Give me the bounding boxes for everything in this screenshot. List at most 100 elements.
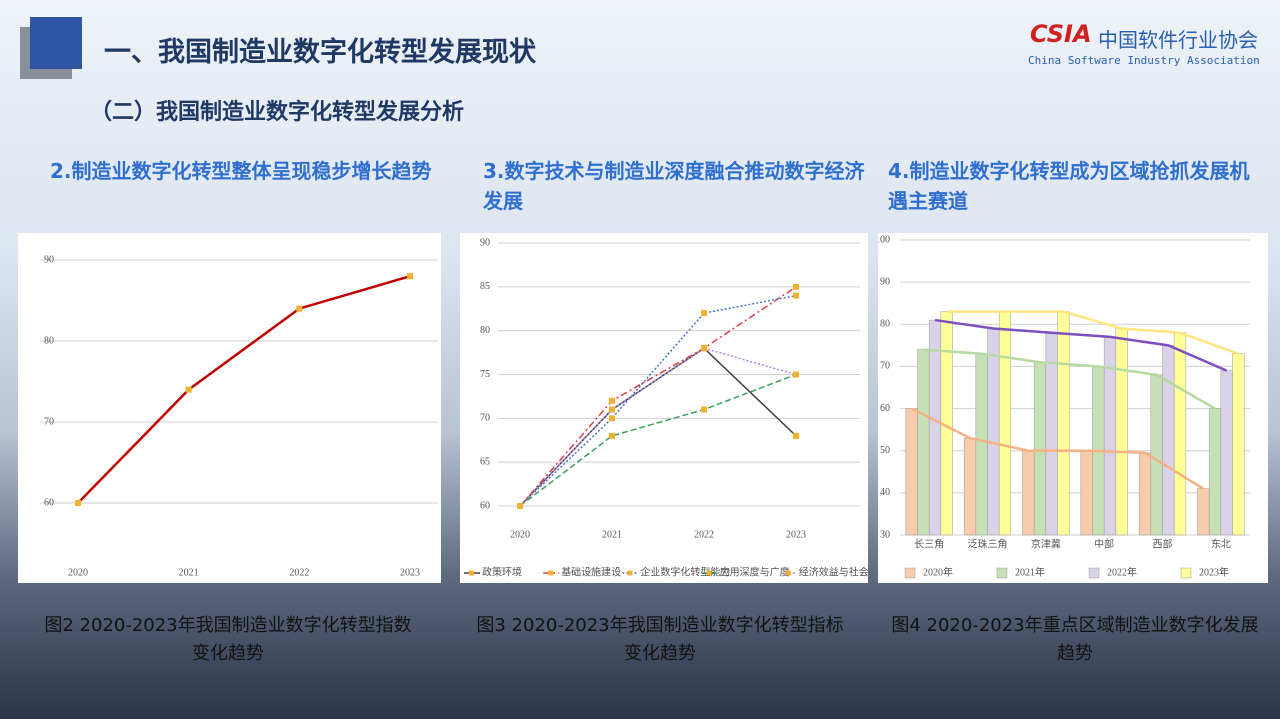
y-tick-label: 90 <box>44 254 54 265</box>
legend-label: 2020年 <box>923 565 953 578</box>
line <box>923 348 1216 410</box>
bar <box>987 328 1000 536</box>
y-tick-label: 65 <box>480 456 490 467</box>
legend-label: 2023年 <box>1199 565 1229 578</box>
bar <box>905 408 918 536</box>
title: 一、我国制造业数字化转型发展现状 <box>104 37 536 68</box>
bar <box>1022 450 1035 536</box>
marker <box>609 406 615 413</box>
y-tick-label: 80 <box>44 335 54 346</box>
heading: 2.制造业数字化转型整体呈现稳步增长趋势 <box>50 159 432 183</box>
bar <box>1033 361 1047 536</box>
y-tick-label: 30 <box>880 529 890 540</box>
logo-mark: CSIA <box>1030 20 1092 48</box>
x-tick-label: 2022 <box>694 529 714 540</box>
bar <box>1220 370 1233 536</box>
line <box>519 373 797 507</box>
subtitle: （二）我国制造业数字化转型发展分析 <box>90 100 465 125</box>
x-tick-label: 京津冀 <box>1031 537 1061 550</box>
y-tick-label: 80 <box>880 319 890 330</box>
x-tick-label: 2022 <box>289 567 309 578</box>
x-tick-label: 西部 <box>1153 537 1173 550</box>
bar <box>1232 353 1245 536</box>
legend-label: 2021年 <box>1015 565 1045 578</box>
legend-swatch <box>1088 567 1100 579</box>
bar <box>917 349 930 536</box>
heading: 4.制造业数字化转型成为区域抢抓发展机遇主赛道 <box>888 159 1250 213</box>
y-tick-label: 75 <box>480 369 490 380</box>
legend-label: 企业数字化转型能力 <box>640 565 730 578</box>
y-tick-label: 90 <box>880 276 890 287</box>
marker <box>701 406 707 413</box>
legend-label: 基础设施建设 <box>561 565 621 578</box>
y-tick-label: 80 <box>480 325 490 336</box>
legend-marker <box>627 570 633 576</box>
logo-english: China Software Industry Association <box>1028 54 1260 67</box>
marker <box>793 432 799 439</box>
legend-swatch <box>904 567 916 579</box>
legend-marker <box>469 570 474 576</box>
bar <box>963 437 977 536</box>
marker <box>609 415 615 422</box>
bar <box>1057 311 1070 536</box>
marker <box>517 503 523 509</box>
marker <box>793 283 799 290</box>
marker <box>701 345 707 352</box>
marker <box>793 371 799 378</box>
bar <box>1080 450 1093 536</box>
y-tick-label: 70 <box>44 416 54 427</box>
line <box>946 310 1239 355</box>
marker <box>185 386 192 393</box>
x-tick-label: 2021 <box>179 567 199 578</box>
legend-label: 2022年 <box>1107 565 1137 578</box>
marker <box>75 500 81 506</box>
bar <box>928 319 942 536</box>
marker <box>609 432 615 439</box>
bar <box>1173 332 1187 536</box>
y-tick-label: 60 <box>480 500 490 511</box>
x-tick-label: 长三角 <box>914 538 944 550</box>
marker <box>609 397 615 404</box>
y-tick-label: 90 <box>480 237 490 248</box>
bar <box>975 353 988 536</box>
line <box>911 407 1204 490</box>
bar <box>998 311 1012 536</box>
y-tick-label: 60 <box>880 403 890 414</box>
chart: 60 70 80 90 2020 2021 2022 2023 <box>18 233 441 583</box>
line <box>519 286 797 507</box>
legend-label: 经济效益与社会效益 <box>799 565 868 578</box>
x-tick-label: 2020 <box>510 529 530 540</box>
legend-swatch <box>1180 567 1192 579</box>
bar <box>1115 328 1128 536</box>
bar <box>1208 408 1222 536</box>
x-tick-label: 泛珠三角 <box>968 537 1008 550</box>
y-tick-label: 70 <box>880 361 890 372</box>
y-tick-label: 60 <box>44 497 54 508</box>
line <box>934 318 1228 372</box>
x-tick-label: 2020 <box>68 567 88 578</box>
marker <box>296 305 303 312</box>
y-tick-label: 70 <box>480 413 490 424</box>
legend-label: 应用深度与广度 <box>720 565 790 578</box>
heading: 3.数字技术与制造业深度融合推动数字经济发展 <box>483 159 865 213</box>
caption: 图2 2020-2023年我国制造业数字化转型指数变化趋势 <box>44 615 412 664</box>
x-tick-label: 2023 <box>786 529 806 540</box>
chart: 30 40 50 60 70 80 90 100 长三角 泛珠三角 京津冀 中部 西部 东北 2020年 20… <box>878 233 1268 583</box>
marker <box>407 273 413 280</box>
legend-swatch <box>996 567 1008 579</box>
legend-marker <box>548 570 554 576</box>
decor <box>30 17 82 69</box>
bar <box>1150 374 1163 536</box>
legend-marker <box>706 570 712 576</box>
x-tick-label: 2021 <box>602 529 622 540</box>
line <box>519 294 797 507</box>
bar <box>1138 452 1152 536</box>
line <box>519 347 797 507</box>
y-tick-label: 85 <box>480 281 490 292</box>
bar <box>1162 345 1175 536</box>
line <box>519 347 797 507</box>
line <box>77 275 411 504</box>
logo-name: 中国软件行业协会 <box>1098 28 1258 52</box>
x-tick-label: 2023 <box>400 567 420 578</box>
chart: 60 65 70 75 80 85 90 2020 2021 2022 2023 政策环境 基础设施建设… <box>460 233 868 583</box>
